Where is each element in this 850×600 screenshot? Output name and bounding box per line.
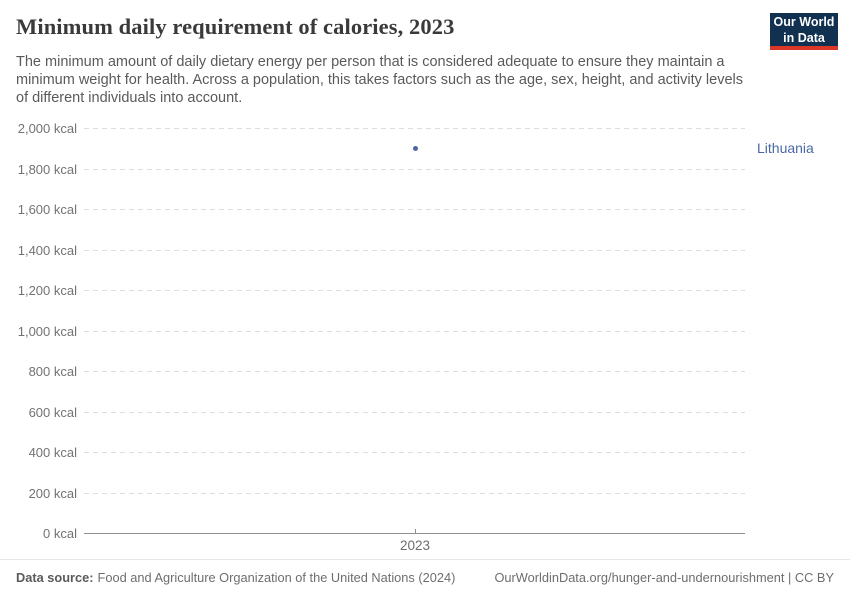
y-gridline: [84, 209, 745, 210]
y-axis-tick-label: 0 kcal: [43, 526, 77, 541]
y-axis-tick-label: 1,800 kcal: [17, 161, 77, 177]
entity-label-lithuania[interactable]: Lithuania: [757, 140, 814, 157]
data-source: Data source: Food and Agriculture Organiz…: [16, 570, 455, 585]
y-gridline: [84, 330, 745, 332]
x-axis-tick: [415, 529, 416, 534]
owid-logo-line2: in Data: [783, 30, 825, 45]
x-axis-tick-label: 2023: [399, 538, 431, 553]
x-axis-line: [84, 533, 745, 534]
y-axis-tick-label: 200 kcal: [28, 485, 77, 501]
y-gridline: [84, 168, 745, 170]
y-gridline: [84, 411, 745, 413]
y-gridline: [84, 249, 745, 251]
data-point-lithuania[interactable]: [412, 145, 418, 151]
y-axis-tick-label: 1,200 kcal: [17, 283, 77, 298]
y-axis-tick-label: 400 kcal: [28, 445, 77, 460]
data-source-label: Data source:: [16, 570, 94, 585]
footer: Data source: Food and Agriculture Organiz…: [0, 559, 850, 585]
chart-subtitle: The minimum amount of daily dietary ener…: [16, 54, 743, 106]
y-gridline: [84, 492, 745, 494]
y-gridline: [84, 452, 745, 453]
owid-logo[interactable]: Our World in Data: [770, 13, 838, 50]
owid-logo-line1: Our World: [773, 15, 835, 29]
y-axis-tick-label: 1,600 kcal: [17, 202, 77, 217]
y-gridline: [84, 371, 745, 372]
chart-title: Minimum daily requirement of calories, 2…: [16, 14, 455, 39]
data-source-text: Food and Agriculture Organization of the…: [97, 570, 456, 585]
y-axis-tick-label: 1,000 kcal: [17, 323, 77, 339]
y-axis-tick-label: 2,000 kcal: [17, 121, 77, 136]
y-axis-tick-label: 600 kcal: [28, 404, 77, 420]
credit-link[interactable]: OurWorldinData.org/hunger-and-undernouri…: [494, 570, 834, 585]
y-axis-tick-label: 800 kcal: [28, 364, 77, 379]
y-gridline: [84, 128, 745, 129]
y-axis-tick-label: 1,400 kcal: [17, 242, 77, 258]
y-gridline: [84, 290, 745, 291]
